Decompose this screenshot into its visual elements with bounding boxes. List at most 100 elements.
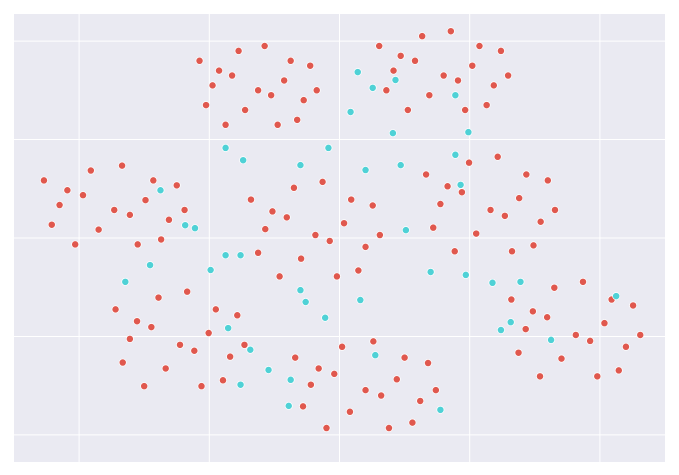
scatter-point: [411, 56, 419, 65]
scatter-point: [450, 247, 459, 256]
scatter-point: [408, 418, 417, 427]
scatter-point: [330, 369, 339, 378]
scatter-point: [496, 326, 505, 335]
scatter-point: [361, 386, 370, 395]
scatter-point: [356, 296, 365, 304]
scatter-point: [247, 195, 255, 204]
scatter-point: [221, 143, 230, 152]
scatter-point: [385, 424, 393, 432]
scatter-point: [361, 242, 370, 251]
scatter-point: [267, 91, 276, 100]
scatter-point: [521, 325, 530, 334]
scatter-point: [482, 101, 491, 110]
scatter-point: [191, 224, 199, 233]
scatter-point: [338, 342, 347, 351]
scatter-point: [286, 375, 295, 384]
scatter-point: [206, 266, 215, 274]
scatter-point: [141, 196, 150, 205]
scatter-point: [361, 166, 370, 175]
scatter-point: [332, 272, 341, 281]
scatter-point: [240, 340, 249, 349]
scatter-point: [636, 331, 645, 339]
scatter-point: [426, 268, 435, 276]
scatter-point: [543, 313, 552, 322]
scatter-point: [522, 170, 531, 179]
scatter-point: [550, 283, 559, 292]
scatter-point: [149, 176, 158, 185]
scatter-point: [461, 106, 470, 114]
scatter-point: [424, 359, 432, 367]
scatter-point: [612, 292, 621, 301]
scatter-point: [172, 181, 181, 190]
scatter-point: [551, 205, 559, 214]
scatter-point: [431, 386, 440, 395]
scatter-point: [293, 115, 302, 124]
scatter-point: [446, 27, 455, 36]
scatter-point: [371, 351, 380, 360]
scatter-point: [299, 402, 307, 411]
scatter-point: [79, 191, 87, 200]
scatter-point: [543, 176, 552, 185]
scatter-point: [382, 86, 391, 95]
scatter-point: [346, 108, 355, 116]
scatter-point: [489, 81, 498, 90]
scatter-point: [63, 186, 72, 195]
scatter-point: [236, 251, 245, 260]
scatter-point: [375, 42, 384, 50]
scatter-point: [118, 161, 127, 170]
scatter-point: [353, 68, 362, 77]
scatter-point: [436, 405, 445, 414]
scatter-point: [457, 188, 466, 197]
scatter-point: [157, 235, 166, 244]
scatter-point: [325, 237, 334, 245]
scatter-point: [264, 365, 273, 374]
scatter-point: [190, 346, 199, 355]
scatter-point: [392, 375, 401, 384]
scatter-point: [297, 254, 306, 263]
scatter-point: [400, 353, 409, 362]
scatter-point: [47, 220, 56, 229]
scatter-point: [224, 324, 233, 333]
scatter-point: [125, 210, 134, 219]
scatter-point: [254, 248, 263, 257]
scatter-point: [156, 186, 165, 195]
scatter-point: [461, 270, 470, 279]
scatter-point: [345, 407, 354, 416]
scatter-point: [121, 277, 130, 286]
scatter-point: [219, 376, 227, 385]
scatter-point: [55, 201, 64, 209]
scatter-point: [340, 219, 349, 228]
scatter-point: [391, 76, 400, 84]
scatter-point: [254, 86, 263, 95]
scatter-point: [301, 298, 310, 306]
scatter-point: [94, 225, 103, 234]
scatter-point: [401, 226, 410, 235]
scatter-point: [284, 401, 293, 410]
scatter-point: [146, 261, 155, 270]
scatter-point: [496, 46, 505, 55]
scatter-point: [500, 211, 509, 220]
scatter-point: [486, 205, 495, 214]
scatter-point: [215, 66, 224, 75]
scatter-point: [468, 61, 477, 70]
scatter-point: [318, 177, 327, 186]
scatter-point: [396, 51, 405, 60]
scatter-point: [202, 101, 210, 110]
scatter-point: [268, 207, 277, 216]
scatter-point: [614, 366, 623, 375]
scatter-point: [516, 277, 525, 286]
scatter-point: [586, 336, 595, 345]
scatter-point: [234, 46, 243, 55]
scatter-point: [465, 158, 473, 167]
scatter-point: [261, 225, 270, 234]
scatter-point: [221, 251, 230, 260]
scatter-point: [456, 180, 465, 189]
scatter-point: [71, 240, 80, 249]
scatter-point: [296, 286, 305, 295]
scatter-point: [322, 424, 331, 432]
scatter-point: [282, 213, 291, 222]
scatter-point: [504, 71, 513, 80]
scatter-point: [286, 56, 295, 65]
scatter-point: [354, 266, 363, 275]
